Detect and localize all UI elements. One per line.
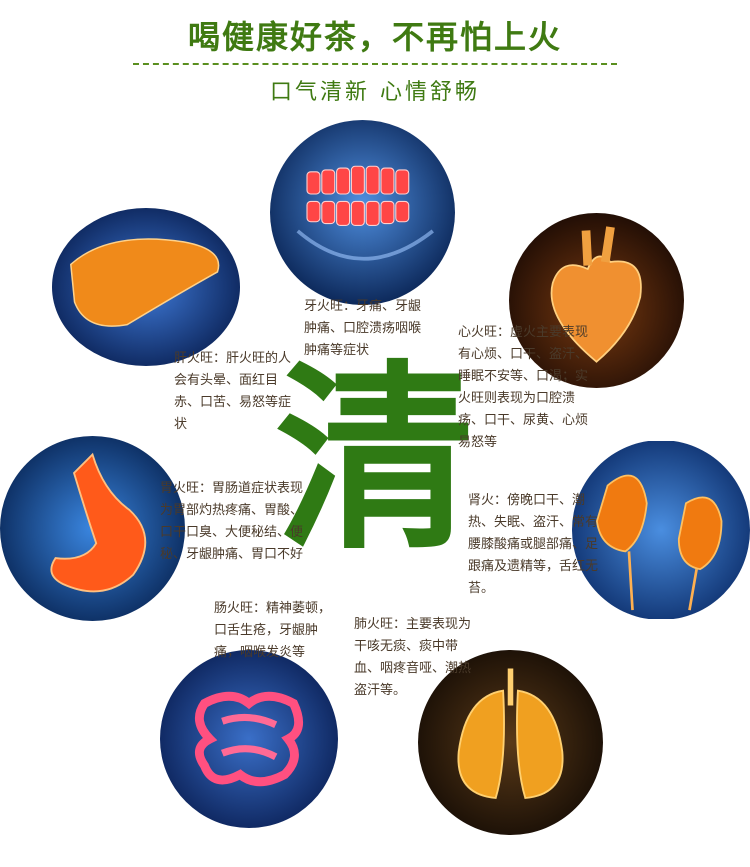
stomach-fire-text: 胃火旺：胃肠道症状表现为胃部灼热疼痛、胃酸、口干口臭、大便秘结、便秘、牙龈肿痛、… bbox=[160, 481, 304, 562]
tooth-fire-text: 牙火旺：牙痛、牙龈肿痛、口腔溃疡咽喉肿痛等症状 bbox=[304, 299, 422, 358]
subtitle: 口气清新 心情舒畅 bbox=[270, 80, 480, 105]
center-character: 清 bbox=[275, 342, 476, 577]
heart-fire-text: 心火旺：虚火主要表现有心烦、口干、盗汗、睡眠不安等、口渴；实火旺则表现为口腔溃疡… bbox=[458, 325, 589, 450]
liver-scan-image bbox=[52, 208, 240, 366]
kidney-fire-text: 肾火：傍晚口干、潮热、失眠、盗汗、常有腰膝酸痛或腿部痛、足跟痛及遗精等，舌红无苔… bbox=[468, 493, 599, 596]
heart-scan-image bbox=[509, 213, 684, 388]
stomach-scan-image bbox=[0, 436, 185, 621]
teeth-scan-image bbox=[270, 120, 455, 305]
intestine-scan-image bbox=[160, 650, 338, 828]
intestine-fire-text: 肠火旺：精神萎顿，口舌生疮，牙龈肿痛，咽喉发炎等 bbox=[214, 601, 332, 660]
lung-scan-image bbox=[418, 650, 603, 835]
kidney-scan-image bbox=[572, 440, 750, 620]
headline-divider bbox=[133, 63, 617, 65]
lung-fire-text: 肺火旺：主要表现为干咳无痰、痰中带血、咽疼音哑、潮热盗汗等。 bbox=[354, 617, 472, 698]
headline: 喝健康好茶，不再怕上火 bbox=[187, 18, 562, 56]
liver-fire-text: 肝火旺：肝火旺的人会有头晕、面红目赤、口苦、易怒等症状 bbox=[174, 351, 292, 432]
